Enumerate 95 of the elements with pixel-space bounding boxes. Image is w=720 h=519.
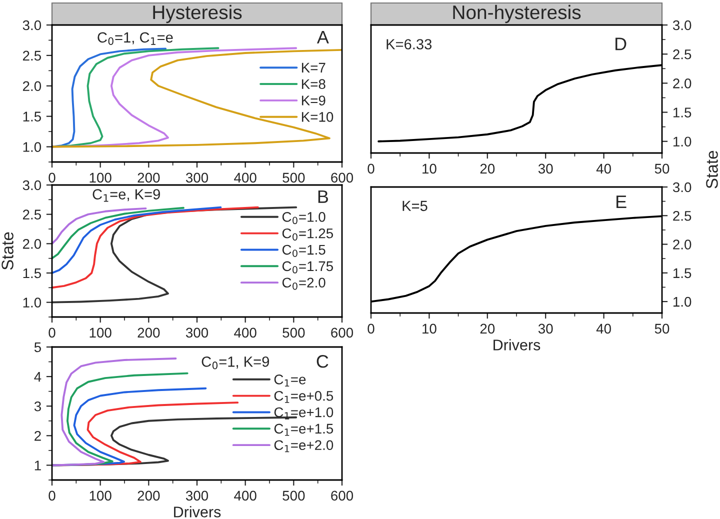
y-tick-label: 2.0 (22, 81, 42, 92)
y-tick-label: 2.0 (673, 78, 692, 88)
y-tick-label: 1.5 (673, 268, 692, 278)
x-tick-label: 200 (138, 328, 160, 338)
x-tick-label: 0 (48, 328, 56, 338)
x-axis-title: Drivers (174, 506, 221, 518)
annotation: D (616, 38, 626, 50)
y-tick-label: 1.5 (673, 108, 692, 118)
line-series (52, 206, 259, 289)
x-tick-label: 40 (596, 164, 611, 174)
y-tick-label: 1 (34, 460, 41, 470)
annotation: C$_{0}$=1, C$_{1}$=e (98, 32, 173, 45)
legend-label: C$_{1}$=e+2.0 (274, 440, 334, 452)
x-tick-label: 0 (368, 324, 374, 334)
x-tick-label: 50 (654, 164, 670, 174)
line-series (52, 48, 342, 148)
legend-label: K=7 (302, 62, 326, 72)
x-tick-label: 500 (282, 328, 305, 338)
annotation: B (318, 190, 328, 203)
x-tick-label: 600 (331, 172, 354, 183)
x-tick-label: 0 (368, 164, 374, 174)
x-tick-label: 30 (538, 324, 553, 334)
legend-label: K=8 (302, 79, 326, 90)
x-tick-label: 600 (331, 490, 354, 501)
x-tick-label: 20 (480, 164, 495, 174)
chart-title: Hysteresis (153, 4, 242, 24)
x-tick-label: 20 (480, 324, 495, 334)
x-tick-label: 50 (654, 324, 670, 334)
legend-label: C$_{1}$=e (274, 374, 306, 387)
legend-label: C$_{0}$=1.75 (282, 261, 334, 274)
legend-label: C$_{1}$=e+0.5 (274, 390, 334, 403)
x-tick-label: 300 (186, 490, 208, 501)
legend-label: C$_{0}$=1.0 (282, 212, 326, 224)
legend-label: C$_{0}$=1.5 (282, 244, 326, 257)
legend-label: C$_{0}$=1.25 (282, 228, 334, 241)
x-tick-label: 400 (234, 172, 256, 183)
y-tick-label: 1.0 (673, 296, 692, 307)
legend-label: C$_{0}$=2.0 (282, 278, 326, 290)
x-tick-label: 30 (538, 164, 553, 174)
x-tick-label: 300 (186, 172, 208, 183)
x-tick-label: 600 (331, 328, 354, 338)
x-tick-label: 100 (90, 490, 112, 501)
y-tick-label: 3.0 (22, 180, 42, 190)
x-tick-label: 40 (596, 324, 611, 334)
legend-label: C$_{1}$=e+1.5 (274, 424, 334, 436)
x-tick-label: 10 (422, 164, 436, 174)
x-tick-label: 0 (48, 490, 56, 501)
x-tick-label: 500 (282, 490, 305, 501)
x-tick-label: 100 (90, 172, 112, 183)
y-axis-title: State (706, 150, 718, 188)
line-series (52, 206, 184, 260)
y-tick-label: 3.0 (672, 182, 692, 192)
legend-label: K=10 (302, 112, 334, 122)
annotation: C (316, 355, 328, 368)
y-tick-label: 1.0 (23, 142, 42, 152)
annotation: A (316, 30, 329, 44)
y-tick-label: 1.0 (673, 136, 692, 147)
line-series (52, 47, 220, 148)
y-tick-label: 3 (34, 401, 41, 412)
y-tick-label: 2.5 (673, 49, 692, 60)
x-tick-label: 0 (48, 172, 56, 183)
annotation: C$_{1}$=e, K=9 (92, 189, 160, 202)
y-tick-label: 2.5 (673, 210, 692, 221)
x-tick-label: 500 (282, 172, 305, 183)
y-tick-label: 1.5 (23, 268, 42, 278)
line-series (52, 358, 177, 466)
x-tick-label: 300 (186, 328, 208, 338)
x-axis-title: Drivers (494, 339, 540, 350)
y-tick-label: 4 (34, 372, 42, 382)
line-series (52, 207, 147, 245)
chart-title: Non-hysteresis (453, 4, 581, 24)
y-tick-label: 2 (34, 431, 41, 441)
y-tick-label: 2.5 (22, 210, 42, 220)
x-tick-label: 10 (422, 324, 436, 334)
x-tick-label: 200 (138, 172, 160, 183)
x-tick-label: 200 (138, 490, 160, 501)
x-tick-label: 400 (234, 328, 256, 338)
annotation: C$_{0}$=1, K=9 (202, 356, 270, 370)
y-tick-label: 2.0 (673, 240, 692, 250)
y-tick-label: 3.0 (672, 20, 692, 30)
y-tick-label: 1.5 (23, 112, 42, 122)
x-tick-label: 100 (90, 328, 112, 338)
y-tick-label: 5 (34, 342, 41, 352)
line-series (52, 47, 298, 148)
annotation: E (616, 196, 626, 208)
annotation: K=6.33 (386, 39, 432, 50)
y-tick-label: 2.0 (22, 239, 42, 249)
y-tick-label: 1.0 (23, 298, 42, 308)
y-tick-label: 2.5 (22, 50, 42, 61)
annotation: K=5 (402, 200, 428, 212)
y-axis-title: State (2, 232, 14, 270)
y-tick-label: 3.0 (22, 20, 42, 30)
x-tick-label: 400 (234, 490, 256, 501)
legend-label: K=9 (302, 96, 326, 106)
line-series (52, 206, 222, 274)
